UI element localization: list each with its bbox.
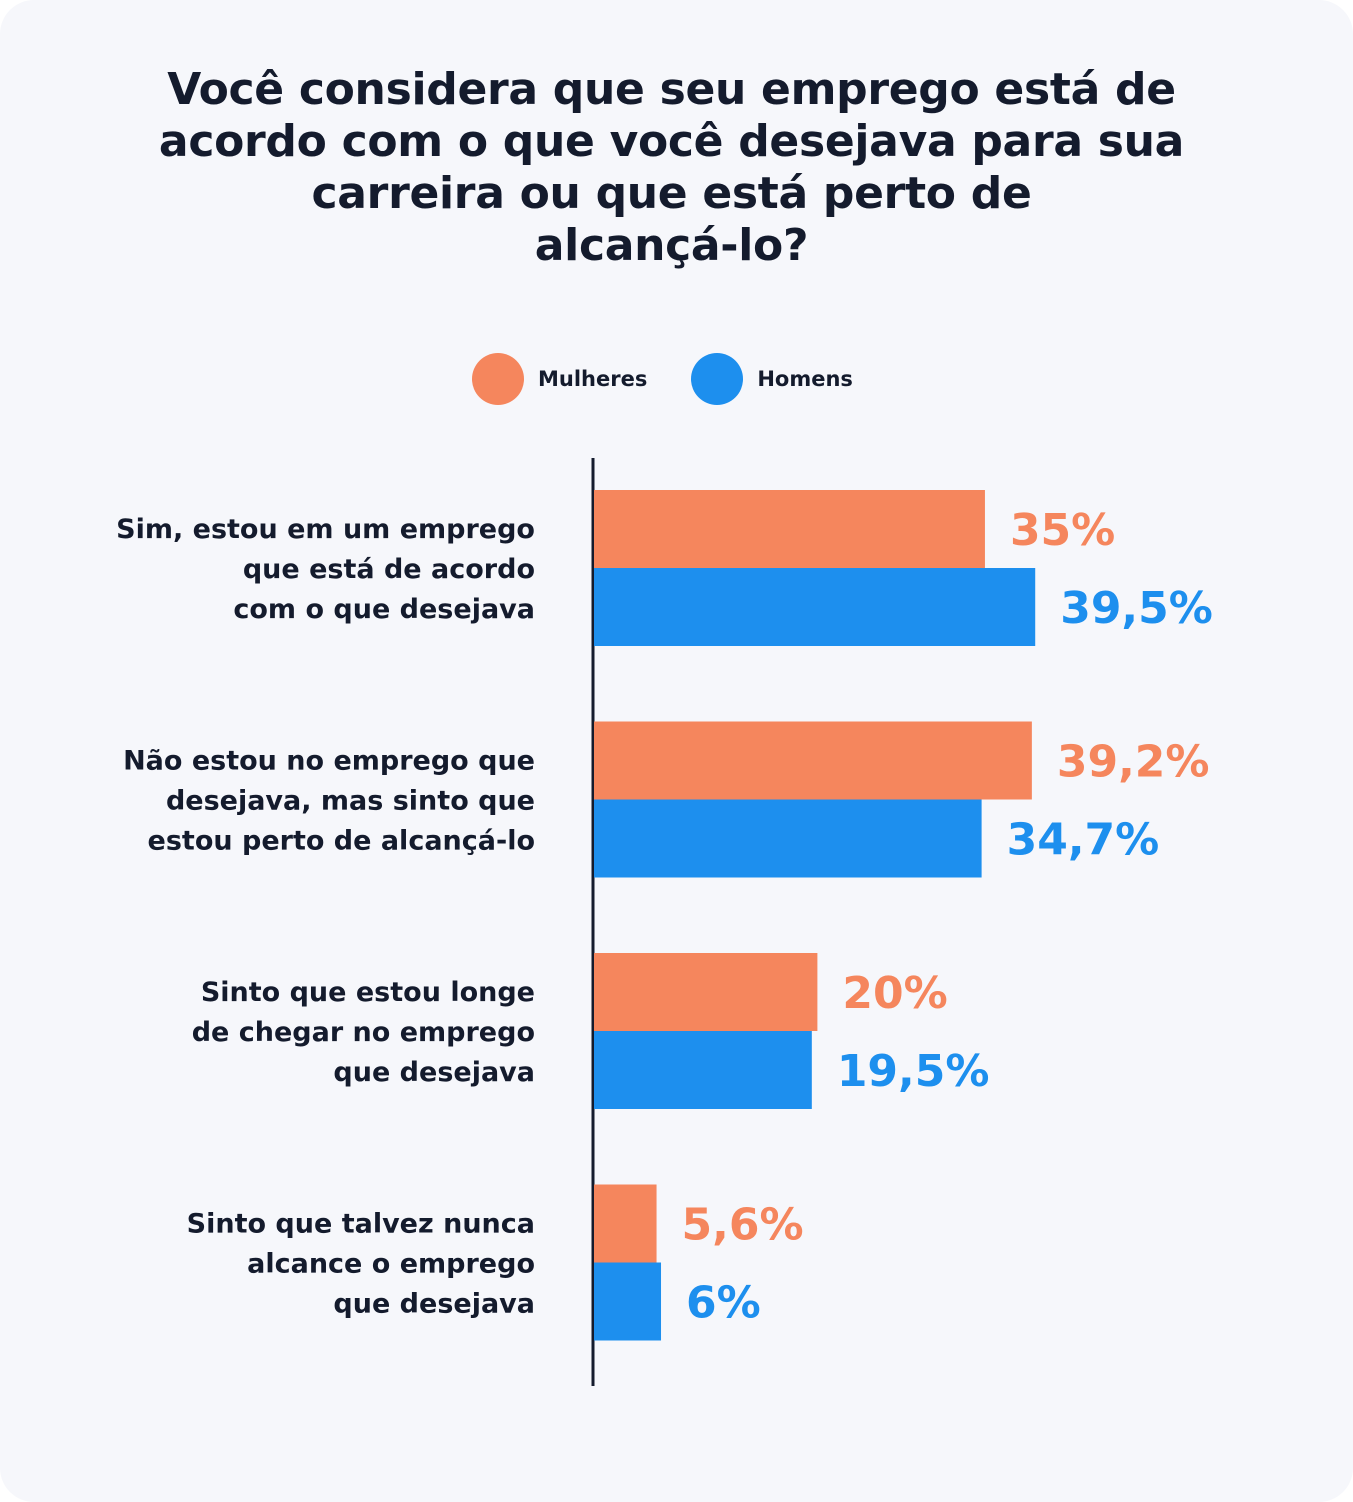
value-label-mulheres: 20%: [842, 968, 947, 1019]
title-line: carreira ou que está perto de: [311, 168, 1032, 219]
bar-homens: [594, 1262, 662, 1341]
legend-label-homens: Homens: [757, 367, 853, 391]
category-label: Sinto que talvez nunca: [187, 1209, 535, 1240]
bar-mulheres: [594, 953, 818, 1031]
value-label-homens: 6%: [686, 1278, 761, 1329]
category-label: Não estou no emprego que: [123, 746, 535, 777]
legend-item-mulheres: Mulheres: [472, 353, 647, 405]
title-line: Você considera que seu emprego está de: [167, 64, 1176, 115]
value-label-mulheres: 39,2%: [1057, 737, 1210, 788]
value-label-mulheres: 35%: [1010, 505, 1115, 556]
legend-item-homens: Homens: [691, 353, 853, 405]
chart-legend: Mulheres Homens: [472, 352, 897, 406]
category-label: estou perto de alcançá-lo: [148, 826, 535, 857]
title-line: alcançá-lo?: [534, 220, 809, 271]
value-label-homens: 19,5%: [837, 1046, 990, 1097]
bar-homens: [594, 1031, 812, 1109]
bar-mulheres: [594, 721, 1032, 800]
chart-title: Você considera que seu emprego está de a…: [90, 64, 1253, 272]
legend-swatch-mulheres: [472, 353, 524, 405]
category-label: que desejava: [333, 1057, 535, 1088]
legend-swatch-homens: [691, 353, 744, 405]
category-label: Sinto que estou longe: [201, 977, 535, 1008]
bar-mulheres: [594, 1184, 657, 1263]
category-label: que desejava: [333, 1289, 535, 1320]
value-label-homens: 34,7%: [1007, 815, 1160, 866]
category-label: de chegar no emprego: [192, 1017, 535, 1048]
bar-homens: [594, 568, 1036, 646]
value-label-homens: 39,5%: [1060, 583, 1213, 634]
category-label: desejava, mas sinto que: [166, 786, 535, 817]
category-label: que está de acordo: [243, 554, 535, 585]
title-line: acordo com o que você desejava para sua: [158, 116, 1185, 167]
bar-homens: [594, 799, 982, 878]
category-label: com o que desejava: [233, 594, 535, 625]
category-label: alcance o emprego: [247, 1249, 535, 1280]
bar-mulheres: [594, 490, 985, 568]
category-label: Sim, estou em um emprego: [116, 514, 535, 545]
legend-label-mulheres: Mulheres: [538, 367, 648, 391]
value-label-mulheres: 5,6%: [682, 1200, 804, 1251]
